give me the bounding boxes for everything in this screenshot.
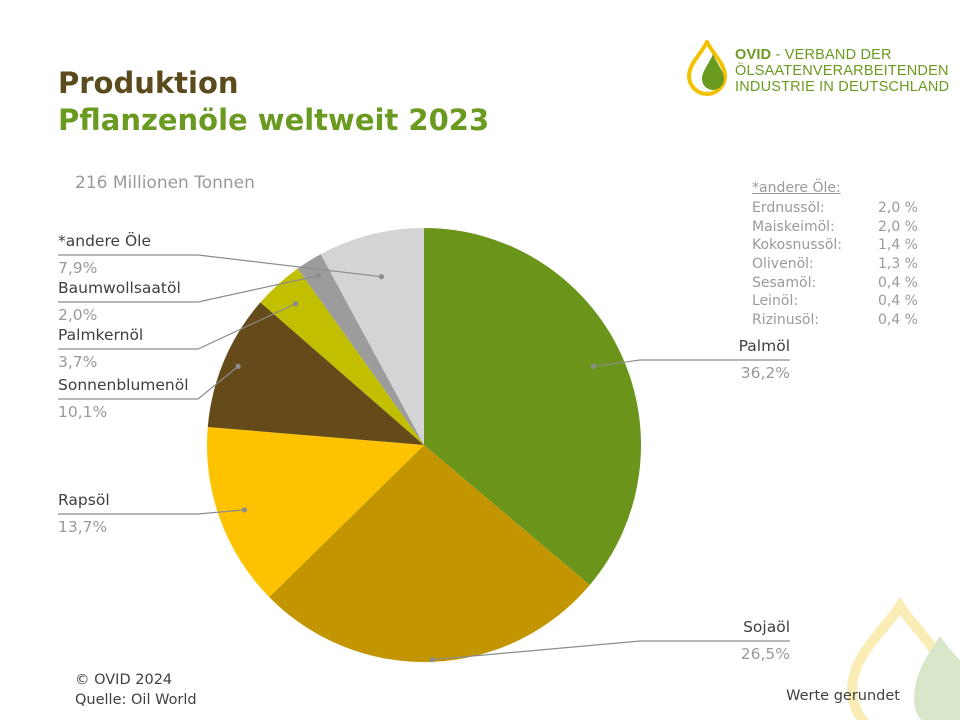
leader-line-5 <box>58 303 296 350</box>
logo-line3: INDUSTRIE IN DEUTSCHLAND <box>735 79 950 95</box>
leader-dot-6 <box>315 273 321 279</box>
other-oil-name: Sesamöl: <box>752 274 817 291</box>
other-oils-row: Rizinusöl: 0,4 % <box>752 311 932 330</box>
other-oil-name: Maiskeimöl: <box>752 218 835 235</box>
slice-label: *andere Öle <box>58 231 151 250</box>
pie-slice-5 <box>260 268 424 445</box>
leader-line-4 <box>58 365 239 400</box>
leader-dot-7 <box>378 274 384 280</box>
leader-dot-1 <box>590 363 596 370</box>
logo-line1: - VERBAND DER <box>771 47 892 63</box>
slice-value-label: 7,9% <box>58 259 97 277</box>
slice-label: Sojaöl <box>743 618 790 636</box>
pie-slice-7 <box>320 228 424 445</box>
other-oil-name: Erdnussöl: <box>752 200 825 216</box>
page-title: Produktion <box>58 66 239 100</box>
rounding-note: Werte gerundet <box>786 688 900 704</box>
slice-value-label: 36,2% <box>741 364 790 382</box>
other-oil-name: Kokosnussöl: <box>752 237 843 254</box>
slice-value-label: 2,0% <box>58 306 97 324</box>
other-oil-value: 2,0 % <box>877 200 918 216</box>
other-oils-row: Olivenöl: 1,3 % <box>752 255 932 274</box>
slice-label: Sonnenblumenöl <box>58 376 189 394</box>
slice-value-label: 10,1% <box>58 403 107 421</box>
slice-value-label: 13,7% <box>58 518 107 536</box>
other-oils-row: Kokosnussöl: 1,4 % <box>752 236 932 255</box>
other-oils-row: Leinöl: 0,4 % <box>752 292 932 311</box>
pie-slice-6 <box>297 254 424 445</box>
other-oil-value: 1,4 % <box>877 237 918 254</box>
slice-label: Rapsöl <box>58 491 110 509</box>
logo-text: OVID - VERBAND DER ÖLSAATENVERARBEITENDE… <box>735 47 949 95</box>
ovid-logo <box>683 40 953 100</box>
other-oil-value: 1,3 % <box>877 256 918 273</box>
leader-line-6 <box>58 275 319 303</box>
leader-line-1 <box>593 359 790 368</box>
logo-line2: ÖLSAATENVERARBEITENDEN <box>735 63 949 79</box>
slice-label: Palmöl <box>739 337 790 355</box>
other-oil-name: Rizinusöl: <box>752 312 820 329</box>
other-oil-value: 0,4 % <box>877 293 918 310</box>
slice-value-label: 3,7% <box>58 353 97 371</box>
other-oils-title: *andere Öle: <box>752 180 841 196</box>
other-oils-row: Erdnussöl: 2,0 % <box>752 199 932 218</box>
slice-label: Palmkernöl <box>58 326 143 344</box>
slice-value-label: 26,5% <box>741 645 790 663</box>
slice-label: Baumwollsaatöl <box>58 279 181 297</box>
logo-brand: OVID <box>735 47 772 63</box>
copyright-text: © OVID 2024 <box>75 672 173 688</box>
pie-slice-1 <box>424 228 641 586</box>
leader-dot-3 <box>241 507 248 513</box>
watermark-drop-icon <box>846 596 960 720</box>
leader-dot-4 <box>235 363 241 369</box>
other-oil-value: 0,4 % <box>877 312 918 329</box>
total-volume-label: 216 Millionen Tonnen <box>75 173 255 193</box>
other-oils-row: Sesamöl: 0,4 % <box>752 274 932 293</box>
other-oil-name: Leinöl: <box>752 293 799 310</box>
footer-source: © OVID 2024 Quelle: Oil World <box>75 670 197 710</box>
other-oil-name: Olivenöl: <box>752 256 814 273</box>
oil-drop-icon <box>686 40 728 96</box>
other-oils-row: Maiskeimöl: 2,0 % <box>752 218 932 237</box>
page-subtitle: Pflanzenöle weltweit 2023 <box>58 103 490 137</box>
other-oil-value: 2,0 % <box>877 218 918 235</box>
pie-slice-2 <box>269 445 590 662</box>
source-text: Quelle: Oil World <box>75 692 197 708</box>
leader-line-3 <box>58 509 245 515</box>
leader-dot-5 <box>292 301 299 307</box>
other-oil-value: 0,4 % <box>877 274 918 291</box>
other-oils-table: *andere Öle: Erdnussöl: 2,0 % Maiskeimöl: 2… <box>752 179 932 330</box>
pie-slice-3 <box>206 426 424 598</box>
leader-line-2 <box>432 640 790 661</box>
leader-line-7 <box>58 254 382 278</box>
leader-dot-2 <box>429 657 435 663</box>
pie-slice-4 <box>207 302 424 445</box>
